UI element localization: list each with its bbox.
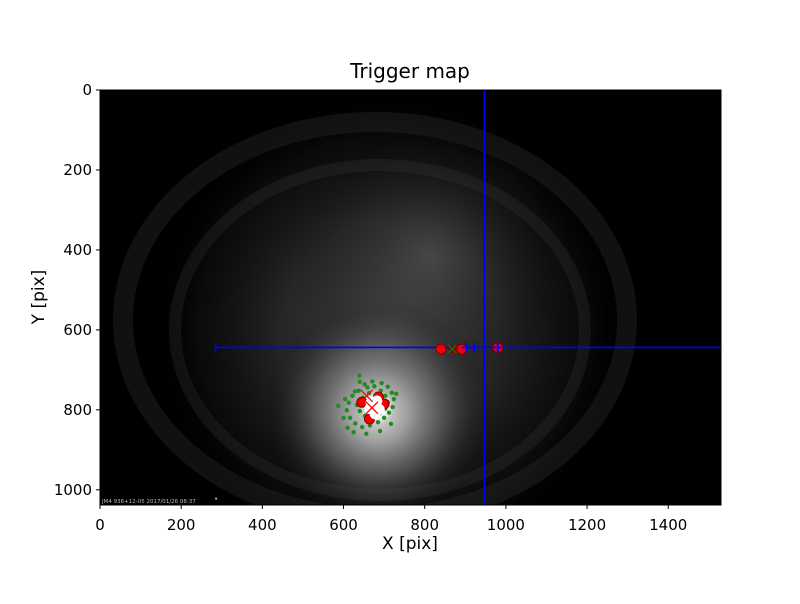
x-tick-label: 0: [95, 516, 105, 534]
scatter-point: [357, 379, 362, 385]
scatter-point: [375, 420, 381, 425]
scatter-point: [389, 390, 395, 395]
series-red-x-markers: [360, 389, 379, 415]
y-tick-label: 600: [63, 321, 92, 339]
scatter-point: [362, 382, 367, 387]
series-faint-white-dot: [215, 497, 218, 500]
x-axis-label: X [pix]: [382, 534, 438, 554]
y-axis-label: Y [pix]: [29, 270, 49, 326]
y-tick-label: 800: [63, 401, 92, 419]
scatter-point: [379, 380, 384, 386]
scatter-point: [341, 415, 346, 421]
x-tick-label: 1000: [487, 516, 525, 534]
scatter-point: [353, 421, 358, 426]
x-tick-label: 400: [248, 516, 277, 534]
scatter-point: [350, 393, 355, 399]
scatter-point: [345, 425, 350, 431]
scatter-point: [360, 424, 365, 430]
scatter-point: [447, 344, 457, 354]
scatter-point: [357, 373, 362, 378]
y-tick-label: 400: [63, 241, 92, 259]
scatter-point: [336, 403, 341, 409]
series-white-core-markers: [364, 395, 385, 420]
scatter-point: [352, 389, 358, 394]
scatter-point: [372, 384, 377, 389]
scatter-point: [364, 431, 369, 437]
plot-frame: [99, 89, 722, 506]
x-tick-label: 600: [329, 516, 358, 534]
scatter-markers: [215, 341, 504, 500]
scatter-point: [394, 391, 399, 397]
x-tick-label: 800: [410, 516, 439, 534]
series-blue-plus-markers: [462, 342, 503, 352]
scatter-point: [390, 404, 395, 410]
scatter-point: [452, 345, 460, 353]
scatter-point: [346, 400, 352, 405]
scatter-point: [365, 385, 370, 390]
scatter-point: [344, 408, 349, 413]
scatter-point: [370, 379, 375, 384]
scatter-point: [383, 393, 388, 399]
image-overlay-timestamp: JM4 936+12-05 2017/01/26 08:37: [101, 499, 196, 505]
scatter-point: [342, 396, 348, 402]
scatter-point: [365, 401, 379, 415]
scatter-point: [377, 428, 383, 434]
chart-title: Trigger map: [349, 59, 470, 83]
scatter-point: [391, 396, 397, 402]
scatter-point: [381, 415, 387, 421]
series-green-x-markers: [447, 344, 457, 354]
y-tick-label: 0: [82, 81, 92, 99]
scatter-point: [357, 408, 362, 414]
scatter-point: [388, 421, 394, 427]
x-tick-label: 1200: [568, 516, 606, 534]
scatter-point: [435, 343, 447, 355]
scatter-point: [351, 430, 356, 435]
y-tick-label: 200: [63, 161, 92, 179]
x-tick-label: 1400: [649, 516, 687, 534]
axes: 0 200 400 600 800 1000 1200 1400 0 200 400 600 800 10…: [54, 81, 688, 534]
scatter-point: [360, 389, 374, 403]
image-bright-core: [100, 90, 721, 505]
x-tick-label: 200: [167, 516, 196, 534]
camera-image: JM4 936+12-05 2017/01/26 08:37: [100, 90, 721, 505]
scatter-point: [356, 388, 361, 393]
y-tick-label: 1000: [54, 481, 92, 499]
scatter-point: [364, 403, 376, 415]
scatter-point: [347, 415, 353, 421]
scatter-point: [215, 497, 218, 500]
scatter-point: [385, 384, 390, 389]
scatter-point: [456, 343, 468, 355]
scatter-point: [386, 410, 392, 415]
series-triggered-pixels-green: [336, 373, 399, 437]
